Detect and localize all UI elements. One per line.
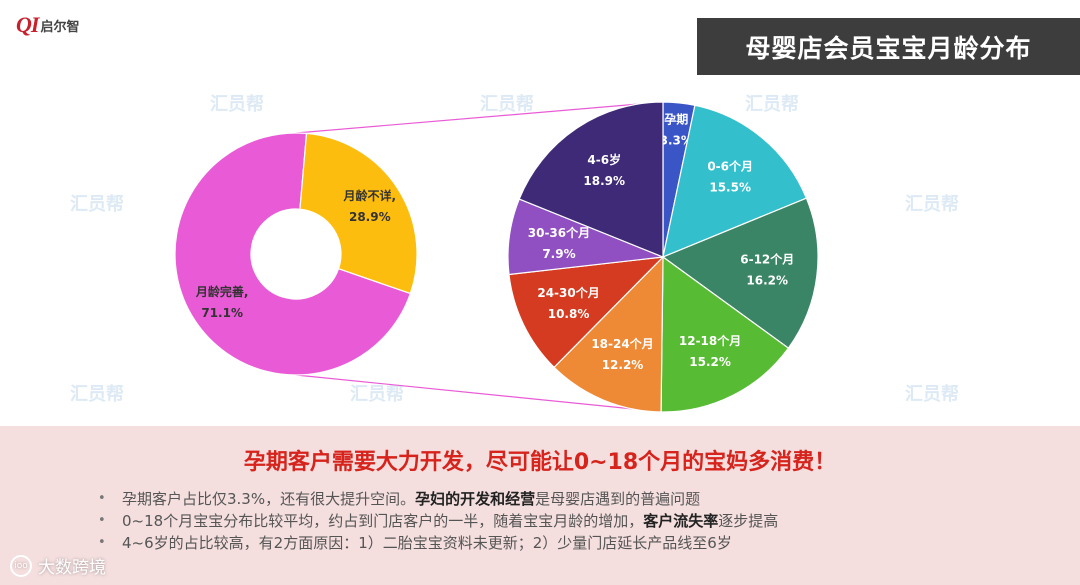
page-title: 母婴店会员宝宝月龄分布: [697, 18, 1080, 75]
watermark: 汇员帮: [905, 194, 959, 215]
connector-line-bottom: [295, 374, 664, 413]
slice-value-label: 12.2%: [602, 358, 644, 372]
watermark: 汇员帮: [70, 194, 124, 215]
slice-value-label: 16.2%: [746, 274, 788, 288]
summary-headline: 孕期客户需要大力开发，尽可能让0~18个月的宝妈多消费！: [243, 450, 837, 475]
logo-mark: QI: [16, 12, 39, 37]
slice-value-label: 18.9%: [583, 174, 625, 188]
footer-brand-text: 大数跨境: [38, 558, 106, 578]
watermark: 汇员帮: [210, 94, 264, 115]
connector-lines: [295, 101, 664, 413]
summary-panel: 孕期客户需要大力开发，尽可能让0~18个月的宝妈多消费！ • 孕期客户占比仅3.3…: [0, 426, 1080, 585]
slice-label: 18-24个月: [591, 336, 653, 351]
bullet-segment: 4~6岁的占比较高，有2方面原因：1）二胎宝宝资料未更新；2）少量门店延长产品线…: [122, 534, 732, 552]
watermark: 汇员帮: [350, 384, 404, 405]
bullet-emphasis: 孕妇的开发和经营: [415, 490, 536, 508]
slice-label: 0-6个月: [707, 158, 753, 173]
slice-label: 孕期: [664, 112, 688, 127]
bullet-segment: 孕期客户占比仅3.3%，还有很大提升空间。: [122, 490, 416, 508]
bullet-emphasis: 客户流失率: [643, 512, 719, 530]
slice-label: 24-30个月: [537, 285, 599, 300]
footer-brand-mark: ioo: [10, 554, 32, 577]
bullet-text: 4~6岁的占比较高，有2方面原因：1）二胎宝宝资料未更新；2）少量门店延长产品线…: [122, 532, 732, 554]
watermark: 汇员帮: [905, 384, 959, 405]
summary-bullet-3: • 4~6岁的占比较高，有2方面原因：1）二胎宝宝资料未更新；2）少量门店延长产品…: [98, 532, 778, 554]
slice-24-30个月: [508, 256, 665, 369]
slice-value-label: 15.5%: [709, 180, 751, 194]
slice-label: 30-36个月: [528, 225, 590, 240]
slice-label: 12-18个月: [679, 333, 741, 348]
bullet-segment: 是母婴店遇到的普遍问题: [535, 490, 701, 508]
slice-value-label: 7.9%: [542, 247, 575, 261]
month-age-pie-chart: 孕期 3.3% 0-6个月 15.5% 6-12个月 16.2% 12-18个月 15.2% 1…: [507, 101, 819, 413]
slice-value-label: 71.1%: [201, 306, 243, 320]
bullet-segment: 逐步提高: [718, 512, 779, 530]
slice-label: 4-6岁: [587, 152, 621, 167]
summary-bullets: • 孕期客户占比仅3.3%，还有很大提升空间。孕妇的开发和经营是母婴店遇到的普遍问…: [98, 488, 778, 554]
summary-bullet-2: • 0~18个月宝宝分布比较平均，约占到门店客户的一半，随着宝宝月龄的增加，客户流…: [98, 510, 778, 532]
slice-4-6岁: [518, 101, 664, 258]
bullet-marker: •: [98, 513, 106, 528]
charts-canvas: 月龄完善, 71.1% 月龄不详, 28.9% 孕期 3.3% 0-6个月 15.5% 6-1…: [174, 101, 819, 413]
slice-value-label: 10.8%: [548, 307, 590, 321]
footer-brand: ioo 大数跨境: [10, 553, 106, 578]
slice-value-label: 28.9%: [349, 210, 391, 224]
brand-logo: QI 启尔智: [16, 12, 79, 38]
connector-line-top: [295, 101, 664, 134]
logo-text: 启尔智: [40, 19, 80, 35]
donut-chart: 月龄完善, 71.1% 月龄不详, 28.9%: [174, 132, 418, 376]
bullet-text: 孕期客户占比仅3.3%，还有很大提升空间。孕妇的开发和经营是母婴店遇到的普遍问题: [122, 488, 700, 510]
slice-0-6个月: [662, 104, 808, 258]
slice-label: 月龄不详,: [343, 188, 397, 203]
bullet-marker: •: [98, 535, 106, 550]
slice-月龄不详: [299, 132, 418, 295]
slice-value-label: 3.3%: [660, 134, 693, 148]
slice-label: 6-12个月: [740, 252, 794, 267]
slice-12-18个月: [660, 255, 790, 413]
slice-6-12个月: [661, 197, 819, 349]
watermark: 汇员帮: [480, 94, 534, 115]
slice-value-label: 15.2%: [689, 355, 731, 369]
summary-bullet-1: • 孕期客户占比仅3.3%，还有很大提升空间。孕妇的开发和经营是母婴店遇到的普遍问…: [98, 488, 778, 510]
bullet-text: 0~18个月宝宝分布比较平均，约占到门店客户的一半，随着宝宝月龄的增加，客户流失…: [122, 510, 778, 532]
bullet-marker: •: [98, 491, 106, 506]
bullet-segment: 0~18个月宝宝分布比较平均，约占到门店客户的一半，随着宝宝月龄的增加，: [122, 512, 644, 530]
slice-18-24个月: [553, 255, 664, 413]
slice-label: 月龄完善,: [195, 284, 249, 299]
slice-月龄完善: [174, 132, 412, 376]
watermark: 汇员帮: [745, 94, 799, 115]
watermark: 汇员帮: [70, 384, 124, 405]
